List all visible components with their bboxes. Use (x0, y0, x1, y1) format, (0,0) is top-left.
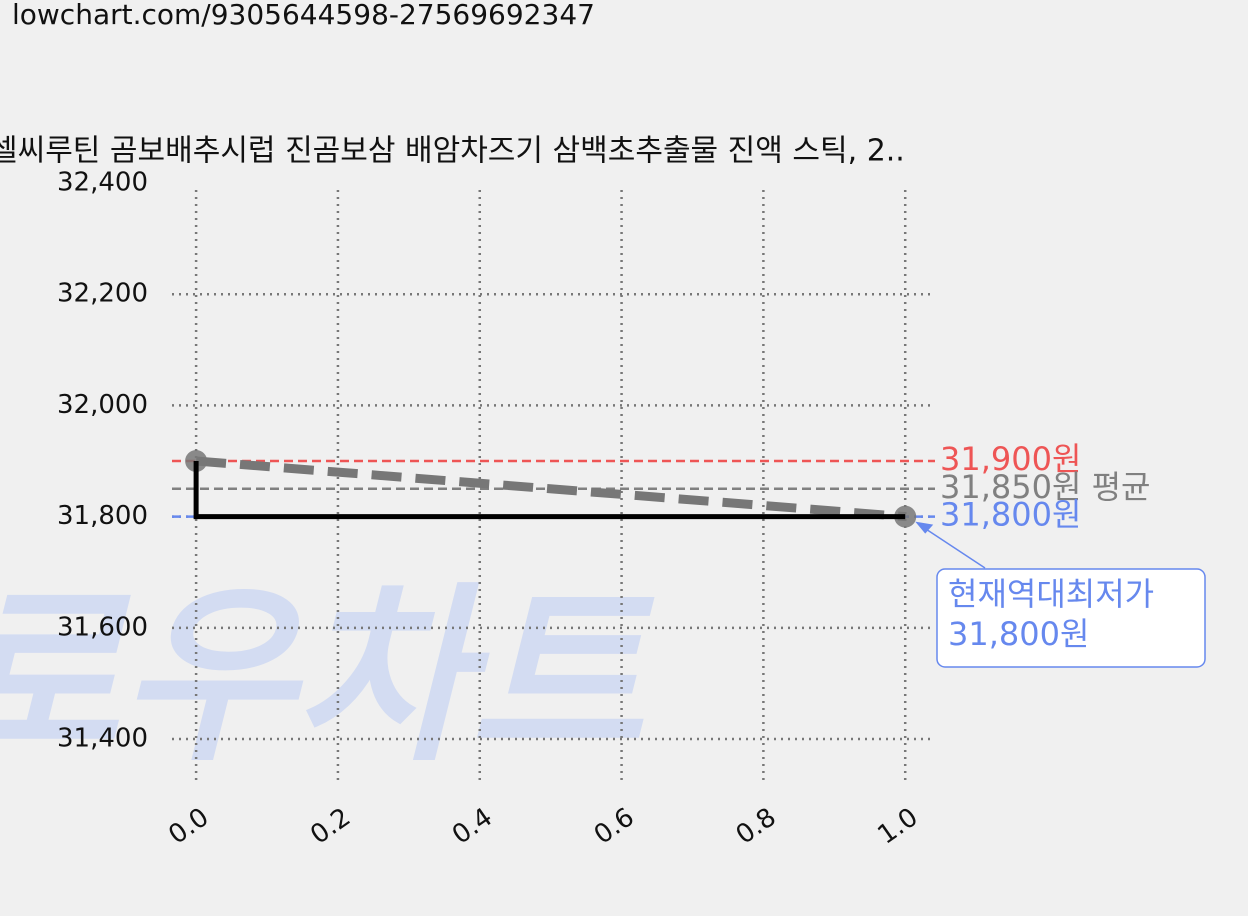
annotation-box (936, 568, 1206, 668)
url: lowchart.com/9305644598-27569692347 (12, 0, 595, 31)
series-line (195, 456, 906, 522)
series-line (193, 461, 906, 520)
reference-label: 31,800원 (940, 496, 1081, 534)
y-tick-label: 31,800 (57, 501, 148, 531)
y-tick-label: 32,200 (57, 279, 148, 309)
chart-title: 셀씨루틴 곰보배추시럽 진곰보삼 배암차즈기 삼백초추출물 진액 스틱, 2.. (0, 134, 905, 169)
x-tick-label: 0.2 (305, 802, 356, 850)
x-tick-label: 0.8 (731, 802, 782, 850)
annotation-title: 현재역대최저가 (948, 575, 1154, 613)
y-tick-label: 32,000 (57, 390, 148, 420)
watermark: 로우차트 (0, 566, 655, 787)
y-tick-label: 31,600 (57, 612, 148, 642)
x-tick-label: 0.6 (589, 802, 640, 850)
annotation-value: 31,800원 (948, 615, 1089, 653)
arrow-head (915, 521, 934, 534)
x-tick-label: 0.0 (163, 802, 214, 850)
x-tick-label: 0.4 (447, 802, 498, 850)
x-tick-label: 1.0 (872, 802, 923, 850)
y-tick-label: 32,400 (57, 168, 148, 198)
y-tick-label: 31,400 (57, 724, 148, 754)
annotation-arrow (918, 523, 986, 569)
reference-label: 31,900원 (940, 440, 1081, 478)
reference-label: 31,850원 평균 (940, 468, 1150, 506)
